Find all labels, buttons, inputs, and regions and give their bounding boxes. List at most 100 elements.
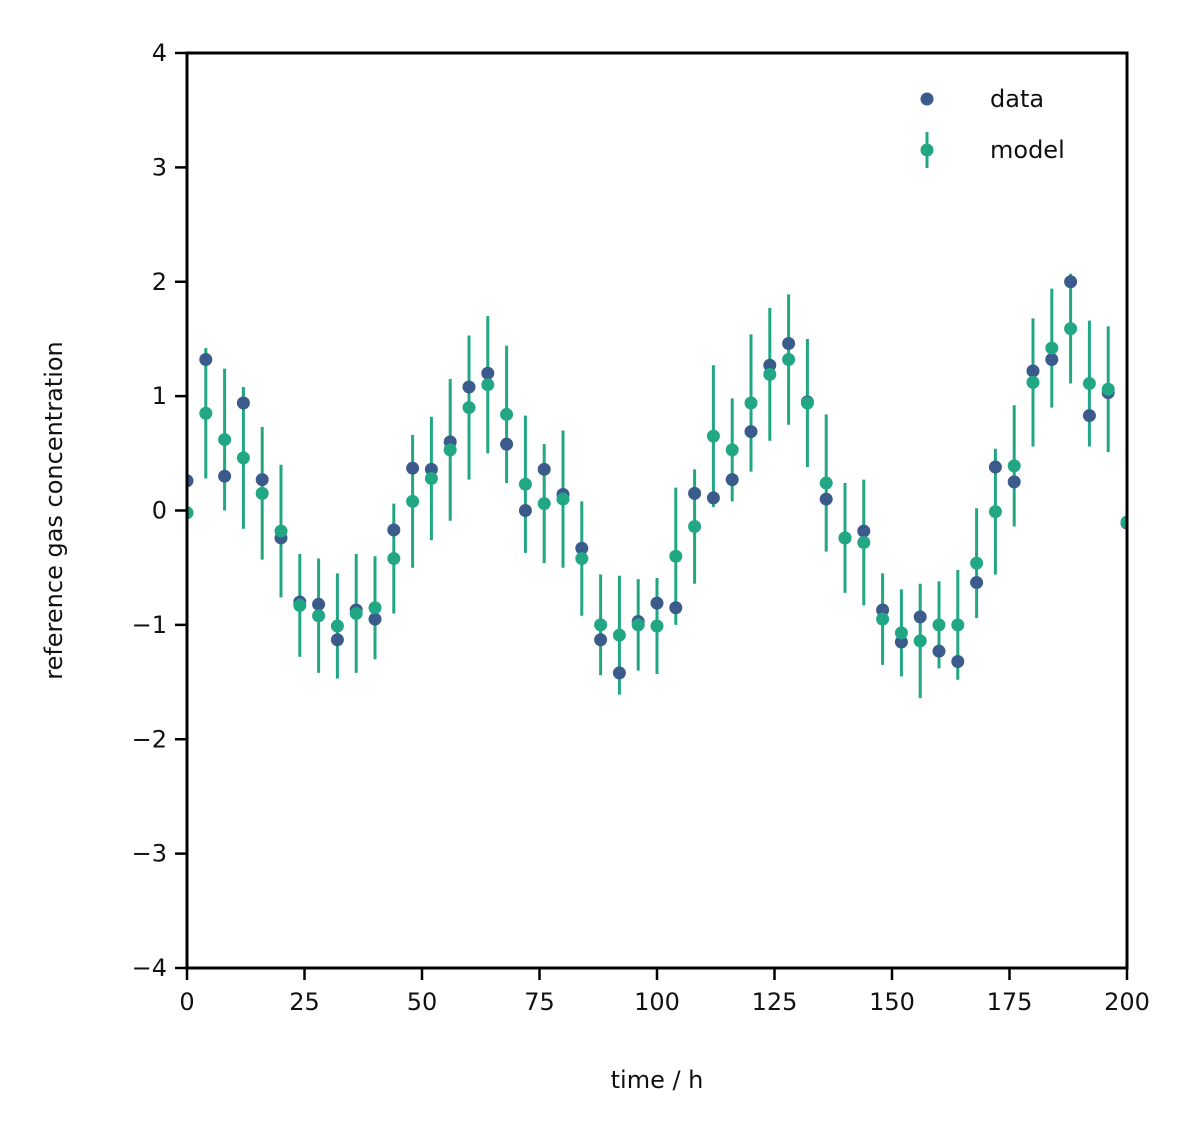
data-point: [518, 504, 532, 517]
plot-frame: [185, 51, 1129, 970]
x-tick-label: 25: [289, 988, 320, 1016]
data-point: [857, 524, 871, 538]
model-point: [650, 619, 664, 633]
y-tick-label: 0: [152, 497, 167, 525]
model-point: [199, 406, 213, 420]
data-point: [236, 396, 250, 410]
x-tick-label: 0: [179, 988, 194, 1016]
data-point: [932, 644, 946, 658]
data-point: [1045, 353, 1059, 367]
data-point: [594, 633, 608, 647]
model-point: [349, 606, 363, 620]
points-layer: [187, 275, 1127, 680]
model-point: [763, 367, 777, 381]
x-tick-label: 150: [869, 988, 915, 1016]
x-axis-title: time / h: [611, 1066, 704, 1094]
data-point: [782, 337, 796, 351]
y-tick-label: 1: [152, 382, 167, 410]
model-point: [274, 524, 288, 538]
y-tick-label: −2: [132, 725, 167, 753]
model-point: [951, 618, 965, 632]
data-point: [368, 612, 382, 626]
model-point: [800, 396, 814, 410]
y-axis-title: reference gas concentration: [40, 341, 68, 680]
data-point: [1007, 475, 1021, 489]
data-point: [481, 366, 495, 380]
data-point: [706, 491, 720, 505]
data-point: [876, 603, 890, 617]
model-point: [782, 353, 796, 367]
y-tick-label: 4: [152, 39, 167, 67]
legend-marker-data: [920, 92, 934, 106]
data-point: [1064, 275, 1078, 289]
errorbar-layer: [187, 273, 1127, 699]
y-tick-label: 2: [152, 268, 167, 296]
data-point: [387, 523, 401, 537]
model-point: [518, 477, 532, 491]
model-point: [218, 433, 232, 447]
model-point: [744, 396, 758, 410]
data-point: [255, 473, 269, 487]
model-point: [876, 612, 890, 626]
legend-label-data: data: [990, 85, 1044, 113]
model-point: [236, 451, 250, 465]
model-point: [387, 552, 401, 566]
x-tick-label: 175: [987, 988, 1033, 1016]
model-point: [913, 634, 927, 648]
model-point: [706, 429, 720, 443]
y-tick-label: 3: [152, 153, 167, 181]
data-point: [537, 462, 551, 476]
model-point: [1120, 515, 1127, 529]
data-point: [951, 654, 965, 668]
model-point: [1026, 375, 1040, 389]
model-point: [894, 626, 908, 640]
model-point: [255, 486, 269, 500]
model-point: [725, 443, 739, 457]
y-tick-label: −3: [132, 840, 167, 868]
model-point: [1101, 382, 1115, 396]
model-point: [688, 520, 702, 534]
model-point: [481, 378, 495, 392]
data-point: [612, 666, 626, 680]
y-axis-ticks: −4 −3 −2 −1 0 1 2 3 4: [132, 39, 187, 982]
model-point: [1045, 341, 1059, 355]
model-point: [970, 556, 984, 570]
model-point: [612, 628, 626, 642]
model-point: [594, 618, 608, 632]
x-tick-label: 75: [524, 988, 555, 1016]
model-point: [988, 505, 1002, 519]
data-point: [575, 541, 589, 555]
model-point: [556, 492, 570, 506]
data-point: [894, 635, 908, 649]
data-point: [500, 437, 514, 451]
model-point: [631, 618, 645, 632]
model-point: [838, 531, 852, 545]
data-point: [688, 486, 702, 500]
data-point: [650, 596, 664, 610]
data-point: [312, 597, 326, 611]
x-tick-label: 125: [752, 988, 798, 1016]
model-point: [312, 609, 326, 623]
model-point: [669, 549, 683, 563]
data-point: [988, 460, 1002, 474]
data-point: [763, 358, 777, 372]
data-point: [406, 461, 420, 475]
model-point: [500, 407, 514, 421]
model-point: [1082, 377, 1096, 391]
model-point: [819, 476, 833, 490]
data-point: [1026, 364, 1040, 378]
x-axis-ticks: 0 25 50 75 100 125 150 175 200: [179, 968, 1150, 1016]
model-point: [406, 494, 420, 508]
data-point: [462, 380, 476, 394]
data-point: [218, 469, 232, 483]
x-tick-label: 200: [1104, 988, 1150, 1016]
model-point: [424, 471, 438, 485]
model-point: [293, 598, 307, 612]
x-tick-label: 100: [634, 988, 680, 1016]
data-point: [424, 462, 438, 476]
data-point: [744, 425, 758, 439]
legend: data model: [920, 85, 1065, 168]
model-point: [1064, 322, 1078, 336]
model-point: [330, 619, 344, 633]
